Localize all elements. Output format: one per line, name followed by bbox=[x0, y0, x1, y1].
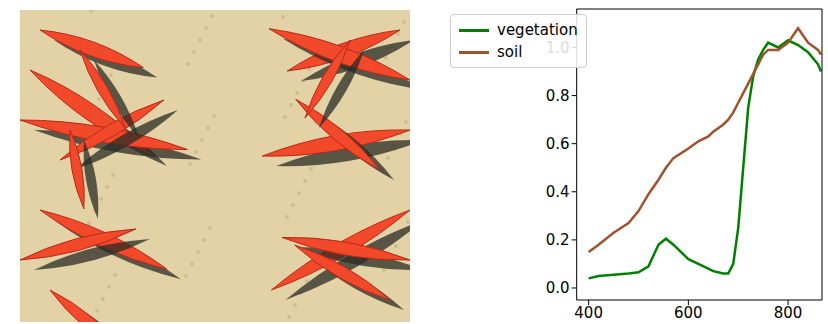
svg-text:0.8: 0.8 bbox=[546, 87, 570, 105]
svg-text:600: 600 bbox=[674, 304, 703, 322]
svg-text:1.0: 1.0 bbox=[546, 39, 570, 57]
svg-text:0.6: 0.6 bbox=[546, 135, 570, 153]
svg-text:400: 400 bbox=[574, 304, 603, 322]
svg-text:0.0: 0.0 bbox=[546, 279, 570, 297]
svg-text:800: 800 bbox=[774, 304, 803, 322]
html-text:soil: soil bbox=[497, 43, 523, 61]
svg-text:0.2: 0.2 bbox=[546, 231, 570, 249]
html-text:vegetation: vegetation bbox=[497, 21, 578, 39]
svg-text:0.4: 0.4 bbox=[546, 183, 570, 201]
